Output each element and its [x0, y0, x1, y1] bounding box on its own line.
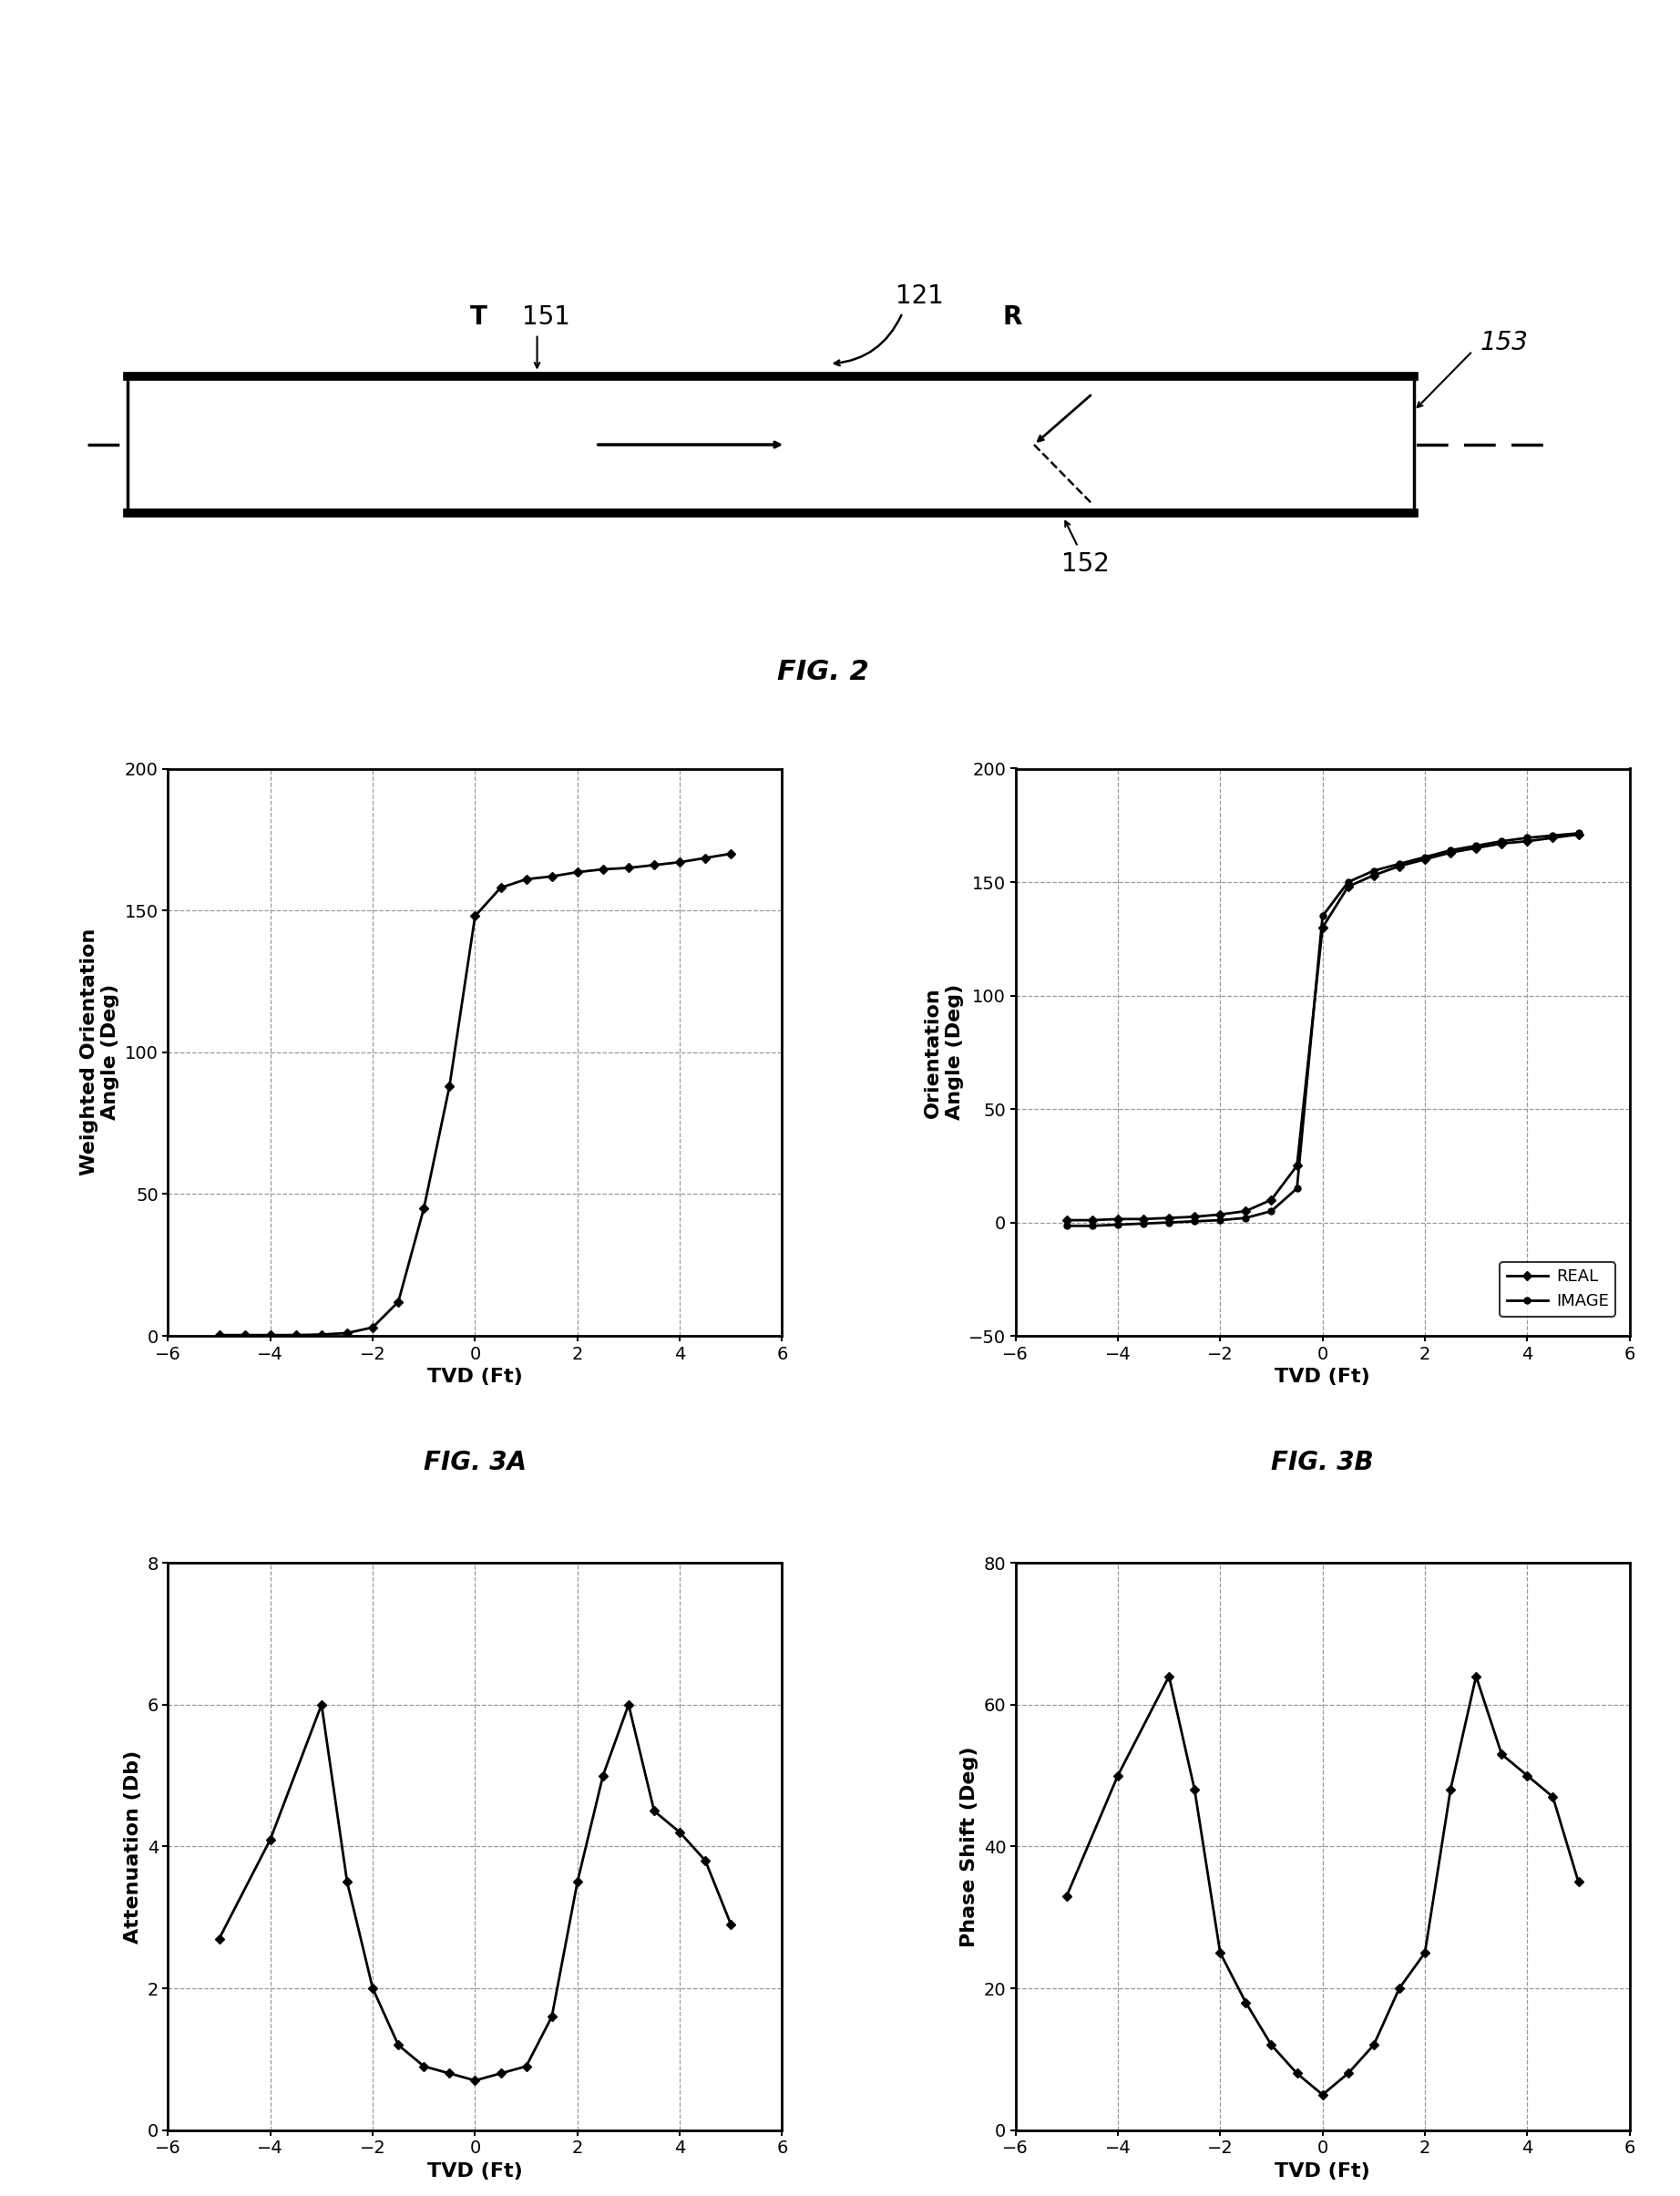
Line: IMAGE: IMAGE: [1063, 830, 1581, 1230]
IMAGE: [1134, 1210, 1154, 1236]
REAL: [1492, 830, 1512, 856]
Text: R: R: [1003, 305, 1021, 329]
Y-axis label: Weighted Orientation
Angle (Deg): Weighted Orientation Angle (Deg): [81, 929, 119, 1175]
REAL: [1569, 821, 1589, 848]
IMAGE: [1389, 850, 1410, 876]
IMAGE: [1107, 1212, 1127, 1239]
REAL: [1082, 1208, 1102, 1234]
REAL: [1262, 1186, 1282, 1212]
REAL: [1467, 834, 1487, 861]
IMAGE: [1082, 1212, 1102, 1239]
REAL: [1364, 863, 1384, 889]
IMAGE: [1210, 1208, 1230, 1234]
IMAGE: [1440, 837, 1460, 863]
IMAGE: [1262, 1199, 1282, 1225]
Text: 153: 153: [1480, 329, 1529, 356]
IMAGE: [1312, 903, 1332, 929]
REAL: [1159, 1206, 1179, 1232]
Text: 152: 152: [1062, 551, 1109, 578]
REAL: [1057, 1208, 1077, 1234]
Y-axis label: Orientation
Angle (Deg): Orientation Angle (Deg): [924, 984, 963, 1120]
IMAGE: [1159, 1210, 1179, 1236]
Y-axis label: Phase Shift (Deg): Phase Shift (Deg): [961, 1746, 978, 1948]
REAL: [1440, 839, 1460, 865]
Text: 151: 151: [522, 305, 571, 329]
IMAGE: [1184, 1208, 1205, 1234]
IMAGE: [1337, 870, 1357, 896]
IMAGE: [1542, 821, 1562, 848]
REAL: [1389, 852, 1410, 878]
REAL: [1415, 845, 1435, 872]
Bar: [128, 378, 1415, 512]
X-axis label: TVD (Ft): TVD (Ft): [427, 2163, 522, 2181]
IMAGE: [1492, 828, 1512, 854]
REAL: [1184, 1203, 1205, 1230]
IMAGE: [1364, 856, 1384, 883]
Text: FIG. 3A: FIG. 3A: [423, 1449, 526, 1476]
IMAGE: [1236, 1206, 1257, 1232]
REAL: [1107, 1206, 1127, 1232]
REAL: [1337, 874, 1357, 900]
IMAGE: [1517, 826, 1537, 852]
Legend: REAL, IMAGE: REAL, IMAGE: [1500, 1263, 1614, 1315]
X-axis label: TVD (Ft): TVD (Ft): [427, 1368, 522, 1386]
REAL: [1542, 826, 1562, 852]
X-axis label: TVD (Ft): TVD (Ft): [1275, 1368, 1371, 1386]
REAL: [1312, 914, 1332, 940]
Text: T: T: [470, 305, 487, 329]
Line: REAL: REAL: [1063, 832, 1581, 1223]
REAL: [1287, 1153, 1307, 1179]
Text: FIG. 3B: FIG. 3B: [1272, 1449, 1374, 1476]
IMAGE: [1287, 1175, 1307, 1201]
IMAGE: [1467, 832, 1487, 859]
REAL: [1210, 1201, 1230, 1228]
IMAGE: [1415, 843, 1435, 870]
REAL: [1517, 828, 1537, 854]
Text: 121: 121: [895, 283, 944, 310]
X-axis label: TVD (Ft): TVD (Ft): [1275, 2163, 1371, 2181]
IMAGE: [1569, 819, 1589, 845]
REAL: [1236, 1199, 1257, 1225]
Text: FIG. 2: FIG. 2: [778, 659, 869, 685]
REAL: [1134, 1206, 1154, 1232]
IMAGE: [1057, 1212, 1077, 1239]
Y-axis label: Attenuation (Db): Attenuation (Db): [124, 1750, 143, 1943]
